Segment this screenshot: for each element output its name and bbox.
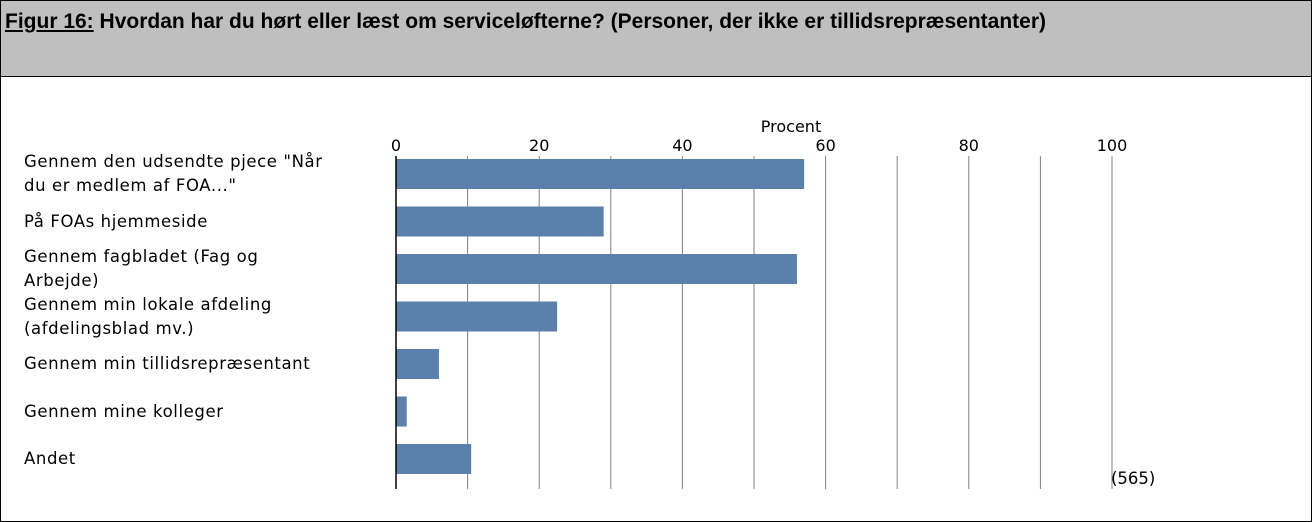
category-label-line: Gennem mine kolleger [24,401,224,421]
category-label-line: (afdelingsblad mv.) [24,318,195,338]
x-axis-title: Procent [761,117,821,136]
x-tick-label: 0 [391,136,401,155]
category-label-line: På FOAs hjemmeside [24,211,208,231]
category-label-line: Gennem min tillidsrepræsentant [24,354,311,373]
bar [396,206,604,237]
bar [396,301,558,332]
category-label: Gennem den udsendte pjece "Når du er medl… [24,150,384,198]
x-tick-label: 80 [959,136,979,155]
x-tick-label: 20 [529,136,549,155]
category-label: Gennem min tillidsrepræsentant [24,352,384,376]
category-label-line: Arbejde) [24,271,100,290]
category-label: Gennem fagbladet (Fag og Arbejde) [24,245,384,293]
category-label: Gennem min lokale afdeling (afdelingsblad… [24,293,384,341]
bar [396,159,805,189]
x-tick-label: 60 [815,136,835,155]
grid-lines [467,156,1113,489]
bar [396,349,439,379]
category-label: Andet [24,447,384,471]
category-label-line: Andet [24,449,76,468]
category-label: Gennem mine kolleger [24,400,384,424]
bar [396,444,472,474]
category-label-line: Gennem min lokale afdeling [24,294,272,314]
category-label: På FOAs hjemmeside [24,210,384,234]
category-label-line: Gennem fagbladet (Fag og [24,247,259,266]
figure-label: Figur 16: [5,10,94,33]
bar [396,396,407,427]
figure-header: Figur 16: Hvordan har du hørt eller læst… [1,1,1311,77]
axis: 0 20 40 60 80 100 [391,136,1127,489]
figure-title: Hvordan har du hørt eller læst om servic… [93,10,1046,33]
x-tick-label: 40 [672,136,692,155]
sample-size-label: (565) [1111,469,1156,488]
bars [396,159,805,474]
category-label-line: du er medlem af FOA..." [24,176,237,195]
x-tick-label: 100 [1097,136,1128,155]
category-label-line: Gennem den udsendte pjece "Når [24,152,323,171]
bar [396,254,797,284]
